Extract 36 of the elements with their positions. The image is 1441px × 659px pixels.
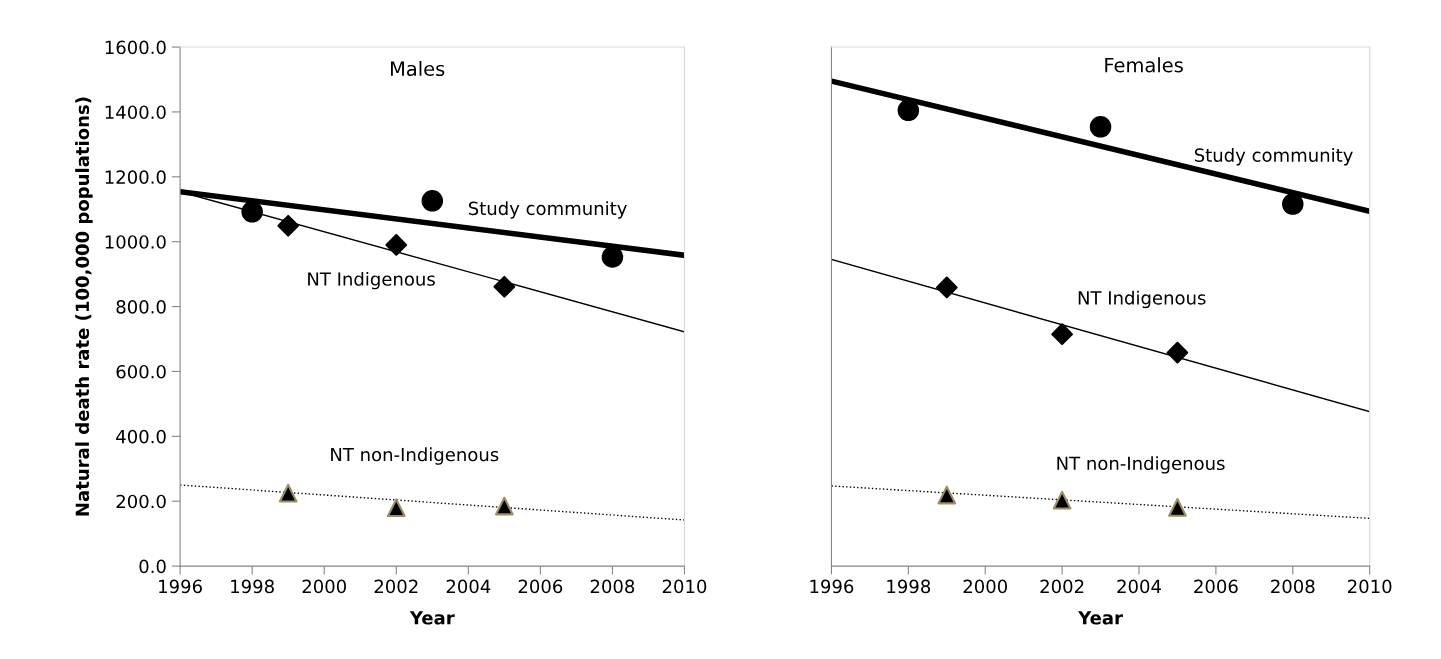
x-tick-label: 1998 bbox=[231, 579, 274, 594]
text: Males bbox=[390, 61, 445, 77]
text: Study community bbox=[1194, 147, 1353, 166]
series-label: Study community bbox=[468, 201, 627, 219]
chart-title: Females bbox=[1105, 57, 1183, 73]
series-label: NT non-Indigenous bbox=[331, 447, 499, 465]
y-tick-label: 600.0 bbox=[116, 364, 166, 379]
x-tick-label: 2006 bbox=[518, 579, 563, 594]
y-tick-label: 1200.0 bbox=[105, 170, 166, 184]
x-axis-title: Year bbox=[1078, 611, 1123, 625]
y-tick-label: 200.0 bbox=[116, 494, 166, 509]
x-tick-label: 1996 bbox=[810, 579, 854, 594]
y-axis-title: Natural death rate (100,000 populations) bbox=[75, 97, 93, 516]
x-tick-label: 2008 bbox=[1271, 579, 1315, 594]
x-tick-label: 2000 bbox=[302, 579, 346, 594]
x-tick-label: 2006 bbox=[1194, 579, 1238, 594]
x-tick-label: 2002 bbox=[374, 579, 418, 594]
x-tick-label: 2008 bbox=[590, 579, 635, 594]
x-tick-label: 1998 bbox=[887, 579, 931, 594]
y-tick-label: 400.0 bbox=[116, 429, 166, 444]
series-label: NT Indigenous bbox=[308, 271, 435, 290]
series-label: NT non-Indigenous bbox=[1057, 456, 1225, 474]
series-label: NT Indigenous bbox=[1078, 290, 1206, 309]
x-tick-label: 2004 bbox=[446, 579, 491, 594]
y-tick-label: 1600.0 bbox=[105, 40, 166, 55]
y-tick-label: 0.0 bbox=[139, 559, 166, 574]
x-tick-label: 2004 bbox=[1117, 579, 1161, 594]
x-tick-label: 2010 bbox=[1348, 579, 1392, 594]
x-tick-label: 1996 bbox=[159, 579, 202, 594]
y-tick-label: 1000.0 bbox=[105, 235, 166, 249]
x-tick-label: 2000 bbox=[963, 579, 1008, 594]
x-tick-label: 2002 bbox=[1040, 579, 1084, 594]
y-tick-label: 1400.0 bbox=[105, 105, 166, 120]
x-tick-label: 2010 bbox=[662, 579, 707, 594]
x-axis-title: Year bbox=[409, 611, 455, 625]
y-tick-label: 800.0 bbox=[116, 300, 166, 314]
